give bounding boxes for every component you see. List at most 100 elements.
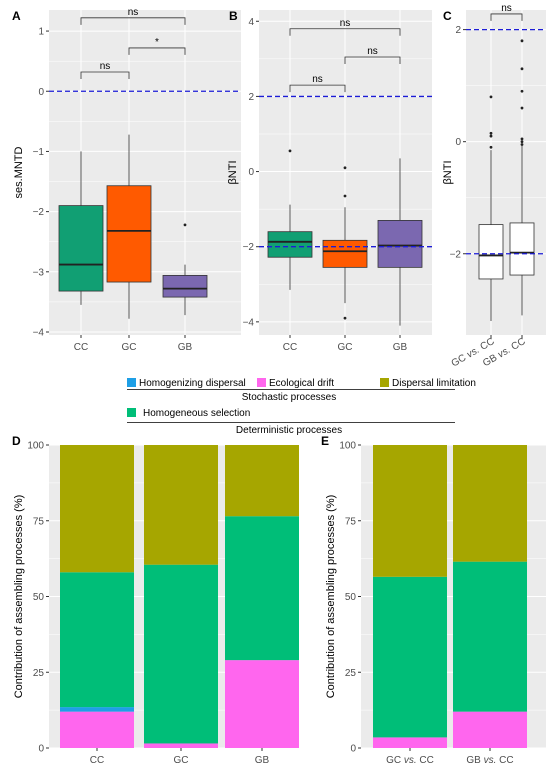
significance-label: ns xyxy=(100,61,111,72)
panel-B: B −4 −2 0 2 4 βNTI CC GC GB ns ns ns xyxy=(227,9,432,353)
x-tick-label: GC vs. CC xyxy=(386,755,434,766)
bar-segment-homogeneous-selection xyxy=(144,564,218,744)
y-tick-label: 0 xyxy=(38,744,44,755)
box-CC xyxy=(267,231,313,258)
y-tick-label: 100 xyxy=(339,441,356,452)
significance-label: ns xyxy=(340,18,351,29)
bar-segment-ecological-drift xyxy=(225,660,299,748)
outlier-point xyxy=(520,67,524,71)
legend-label: Ecological drift xyxy=(269,378,334,389)
x-tick-label: GB vs. CC xyxy=(466,755,513,766)
outlier-point xyxy=(520,143,524,146)
bar-segment-homogeneous-selection xyxy=(373,576,447,738)
plot-background xyxy=(466,10,546,335)
outlier-point xyxy=(343,316,347,320)
significance-label: ns xyxy=(128,7,139,18)
y-tick-label: 25 xyxy=(33,668,45,679)
panel-letter-E: E xyxy=(321,434,329,448)
outlier-point xyxy=(489,134,493,138)
significance-label: ns xyxy=(501,3,512,14)
panel-letter-C: C xyxy=(443,9,452,23)
bar-segment-dispersal-limitation xyxy=(453,445,527,562)
outlier-point xyxy=(520,106,524,110)
y-axis-label: ses.MNTD xyxy=(13,146,25,198)
y-tick-label: −2 xyxy=(243,242,255,253)
bar-segment-homogeneous-selection xyxy=(60,572,134,708)
bar-segment-homogeneous-selection xyxy=(453,561,527,712)
y-tick-label: 100 xyxy=(27,441,44,452)
outlier-point xyxy=(343,166,347,170)
outlier-point xyxy=(343,194,347,198)
legend-label: Dispersal limitation xyxy=(392,378,476,389)
y-tick-label: −2 xyxy=(33,207,45,218)
significance-bracket xyxy=(490,13,523,21)
x-tick-label: CC xyxy=(74,342,88,353)
y-tick-label: −2 xyxy=(450,249,462,260)
y-tick-label: 1 xyxy=(38,27,44,38)
y-tick-label: 50 xyxy=(345,592,357,603)
significance-bracket xyxy=(289,28,401,36)
legend-swatch-homogenizing-dispersal xyxy=(127,378,136,387)
significance-bracket xyxy=(80,71,130,79)
legend-group-label: Stochastic processes xyxy=(242,392,337,403)
y-tick-label: 0 xyxy=(350,744,356,755)
bar-segment-ecological-drift xyxy=(453,711,527,748)
y-tick-label: 0 xyxy=(248,167,254,178)
panel-E: E 0 25 50 75 100 Contribution of assembling pr… xyxy=(321,434,546,766)
y-tick-label: 2 xyxy=(455,25,461,36)
bar-segment-dispersal-limitation xyxy=(144,445,218,565)
bar-segment-ecological-drift xyxy=(373,737,447,748)
legend-swatch-homogeneous-selection xyxy=(127,408,136,417)
bar-segment-homogeneous-selection xyxy=(225,516,299,661)
outlier-point xyxy=(489,145,493,149)
box-GBvsCC xyxy=(509,222,535,276)
x-tick-label: GB xyxy=(393,342,408,353)
y-tick-label: 4 xyxy=(248,17,254,28)
y-tick-label: −3 xyxy=(33,267,45,278)
bar-segment-dispersal-limitation xyxy=(60,445,134,573)
y-tick-label: −1 xyxy=(33,147,45,158)
box-GC xyxy=(322,239,368,268)
panel-A: A −4 −3 −2 −1 0 1 ses.MNTD CC GC GB ns * ns xyxy=(12,7,241,353)
box-CC xyxy=(58,205,104,292)
y-axis-label: βNTI xyxy=(227,160,239,184)
outlier-point xyxy=(489,95,493,99)
significance-label: ns xyxy=(312,74,323,85)
significance-label: ns xyxy=(367,46,378,57)
outlier-point xyxy=(288,149,292,153)
outlier-point xyxy=(520,89,524,93)
y-tick-label: 25 xyxy=(345,668,357,679)
significance-bracket xyxy=(344,56,401,64)
legend-swatch-dispersal-limitation xyxy=(380,378,389,387)
box-GB xyxy=(162,275,208,298)
legend-label: Homogeneous selection xyxy=(143,408,250,419)
bar-segment-homogenizing-dispersal xyxy=(60,707,134,712)
outlier-point xyxy=(520,140,524,144)
x-tick-label: GB xyxy=(178,342,193,353)
significance-bracket xyxy=(80,17,186,25)
outlier-point xyxy=(183,223,187,227)
bar-segment-ecological-drift xyxy=(60,711,134,748)
bar-segment-dispersal-limitation xyxy=(373,445,447,577)
significance-bracket xyxy=(128,47,186,55)
outlier-point xyxy=(520,137,524,141)
bar-segment-dispersal-limitation xyxy=(225,445,299,517)
x-tick-label: GC xyxy=(122,342,137,353)
box-GB xyxy=(377,220,423,268)
y-tick-label: 75 xyxy=(33,516,45,527)
legend: Homogenizing dispersal Ecological drift Di… xyxy=(127,378,476,436)
outlier-point xyxy=(520,39,524,43)
x-tick-label: CC xyxy=(283,342,297,353)
y-tick-label: 0 xyxy=(455,137,461,148)
significance-bracket xyxy=(289,84,346,93)
x-tick-label: GB xyxy=(255,755,270,766)
significance-label: * xyxy=(155,37,159,48)
legend-label: Homogenizing dispersal xyxy=(139,378,246,389)
x-tick-label: CC xyxy=(90,755,104,766)
y-tick-label: 0 xyxy=(38,87,44,98)
bar-segment-ecological-drift xyxy=(144,743,218,748)
y-axis-label: Contribution of assembling processes (%) xyxy=(325,495,337,699)
y-axis-label: Contribution of assembling processes (%) xyxy=(13,495,25,699)
